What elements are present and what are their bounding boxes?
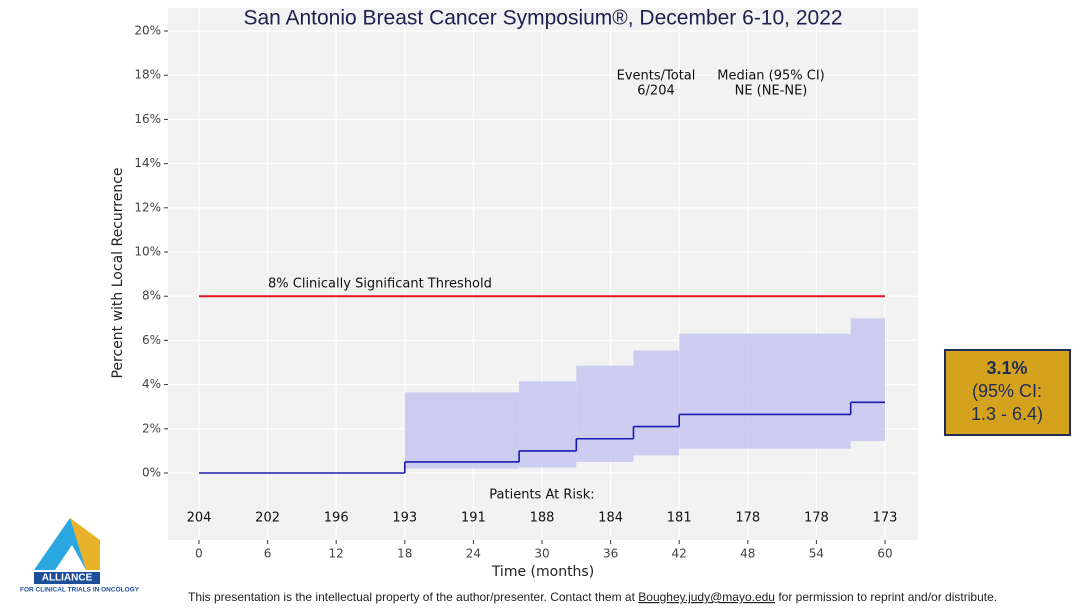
logo-name: ALLIANCE	[42, 573, 93, 584]
x-tick-label: 36	[603, 547, 618, 561]
y-tick-label: 16%	[134, 112, 161, 126]
annotation: Median (95% CI)	[717, 69, 825, 84]
x-tick-label: 60	[877, 547, 892, 561]
risk-count: 181	[667, 511, 692, 526]
threshold-label: 8% Clinically Significant Threshold	[268, 277, 492, 292]
risk-count: 184	[598, 511, 623, 526]
x-tick-label: 48	[740, 547, 755, 561]
x-axis-label: Time (months)	[491, 564, 594, 580]
footer-text: for permission to reprint and/or distrib…	[775, 590, 997, 604]
x-tick-label: 54	[809, 547, 824, 561]
callout-text: 1.3 - 6.4)	[971, 404, 1043, 424]
x-tick-label: 0	[195, 547, 203, 561]
ci-band	[850, 318, 885, 441]
risk-count: 178	[804, 511, 829, 526]
risk-count: 193	[392, 511, 417, 526]
y-tick-label: 14%	[134, 156, 161, 170]
risk-count: 173	[873, 511, 898, 526]
y-tick-label: 4%	[142, 377, 161, 391]
logo-shape	[70, 518, 100, 570]
annotation: NE (NE-NE)	[735, 84, 808, 99]
risk-count: 196	[324, 511, 349, 526]
y-tick-label: 0%	[142, 466, 161, 480]
y-axis-label: Percent with Local Recurrence	[110, 167, 126, 378]
footer-text: This presentation is the intellectual pr…	[188, 590, 638, 604]
logo: ALLIANCE FOR CLINICAL TRIALS IN ONCOLOGY	[20, 518, 140, 594]
x-tick-label: 42	[672, 547, 687, 561]
risk-count: 204	[187, 511, 212, 526]
x-tick-label: 24	[466, 547, 481, 561]
x-tick-label: 18	[397, 547, 412, 561]
y-tick-label: 20%	[134, 24, 161, 38]
x-tick-label: 12	[329, 547, 344, 561]
y-tick-label: 12%	[134, 200, 161, 214]
logo-bar	[34, 572, 100, 584]
footer: This presentation is the intellectual pr…	[188, 590, 997, 604]
x-tick-label: 30	[534, 547, 549, 561]
x-tick-label: 6	[264, 547, 272, 561]
y-tick-label: 2%	[142, 421, 161, 435]
risk-count: 178	[735, 511, 760, 526]
plot: 0% 2% 4% 6% 8% 10% 12% 14% 16% 18% 20% 0 6 12 18 24 30 36…	[134, 8, 918, 561]
ci-band	[404, 392, 520, 469]
risk-table-title: Patients At Risk:	[489, 488, 594, 503]
ci-band	[576, 365, 634, 462]
annotation: 6/204	[637, 84, 674, 99]
callout-box	[944, 349, 1071, 436]
risk-count: 191	[461, 511, 486, 526]
footer-link[interactable]: Boughey.judy@mayo.edu	[638, 590, 775, 604]
risk-count: 188	[530, 511, 555, 526]
risk-count: 202	[255, 511, 280, 526]
callout: 3.1% (95% CI: 1.3 - 6.4)	[944, 349, 1071, 436]
logo-tagline: FOR CLINICAL TRIALS IN ONCOLOGY	[20, 587, 140, 594]
annotation: Events/Total	[617, 69, 696, 84]
y-tick-label: 6%	[142, 333, 161, 347]
ci-band	[633, 350, 680, 456]
y-tick-label: 10%	[134, 245, 161, 259]
ci-band	[679, 333, 851, 449]
logo-shape	[55, 545, 86, 570]
callout-value: 3.1%	[986, 358, 1027, 378]
slide-title: San Antonio Breast Cancer Symposium®, De…	[243, 7, 842, 30]
y-tick-label: 18%	[134, 68, 161, 82]
y-tick-label: 8%	[142, 289, 161, 303]
callout-text: (95% CI:	[972, 381, 1042, 401]
ci-band	[519, 381, 577, 468]
